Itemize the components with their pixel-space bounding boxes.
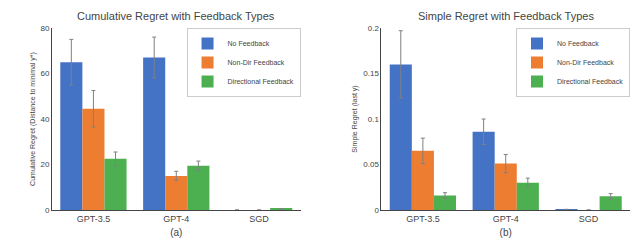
svg-text:80: 80	[40, 24, 49, 33]
svg-text:Cumulative Regret with Feedbac: Cumulative Regret with Feedback Types	[77, 10, 275, 22]
svg-text:No Feedback: No Feedback	[557, 40, 599, 47]
svg-text:Non-Dir Feedback: Non-Dir Feedback	[228, 59, 285, 66]
svg-text:GPT-3.5: GPT-3.5	[77, 214, 111, 224]
svg-text:(b): (b)	[500, 227, 512, 238]
svg-text:Simple Regret (last y): Simple Regret (last y)	[351, 85, 359, 152]
svg-text:60: 60	[40, 69, 49, 78]
svg-text:Simple Regret with Feedback Ty: Simple Regret with Feedback Types	[418, 10, 594, 22]
svg-text:GPT-4: GPT-4	[163, 214, 189, 224]
svg-text:0.05: 0.05	[363, 160, 379, 169]
svg-text:0.1: 0.1	[368, 115, 380, 124]
svg-text:Directional Feedback: Directional Feedback	[557, 78, 623, 85]
svg-text:GPT-3.5: GPT-3.5	[406, 214, 440, 224]
svg-text:Directional Feedback: Directional Feedback	[228, 78, 294, 85]
svg-text:0.2: 0.2	[368, 24, 380, 33]
svg-text:40: 40	[40, 115, 49, 124]
svg-text:Cumulative Regret (Distance to: Cumulative Regret (Distance to minimal y…	[29, 52, 37, 186]
svg-text:Non-Dir Feedback: Non-Dir Feedback	[557, 59, 614, 66]
svg-text:0: 0	[374, 206, 379, 215]
svg-text:No Feedback: No Feedback	[228, 40, 270, 47]
svg-text:SGD: SGD	[579, 214, 599, 224]
svg-text:SGD: SGD	[249, 214, 269, 224]
svg-text:0: 0	[45, 206, 50, 215]
svg-text:20: 20	[40, 160, 49, 169]
svg-text:(a): (a)	[170, 227, 182, 238]
svg-text:GPT-4: GPT-4	[493, 214, 519, 224]
svg-text:0.15: 0.15	[363, 69, 379, 78]
